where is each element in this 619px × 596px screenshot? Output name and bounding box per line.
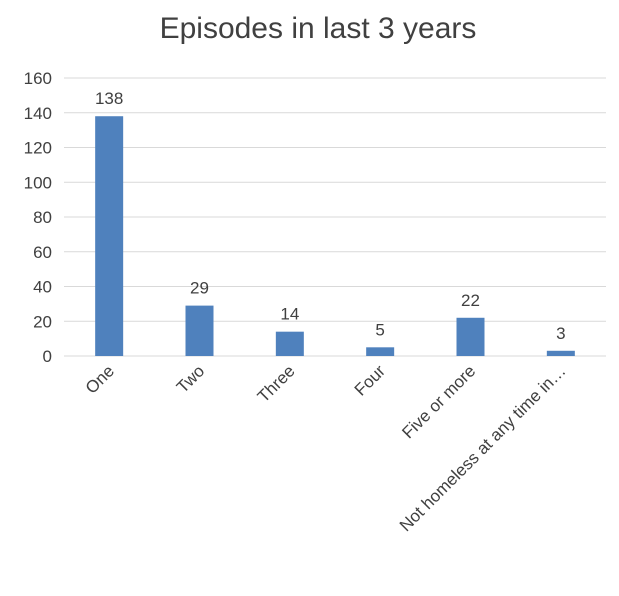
x-tick-label: One: [82, 361, 118, 397]
bar: [95, 116, 124, 356]
y-tick-label: 80: [33, 208, 52, 227]
bar: [366, 347, 395, 356]
bar: [275, 331, 304, 356]
y-tick-label: 40: [33, 278, 52, 297]
x-tick-label: Four: [351, 361, 389, 399]
data-label: 14: [280, 305, 299, 324]
bar: [456, 317, 485, 356]
data-label: 3: [556, 324, 565, 343]
data-label: 29: [190, 279, 209, 298]
y-tick-label: 0: [43, 347, 52, 366]
y-tick-label: 100: [24, 173, 52, 192]
data-label: 5: [375, 320, 384, 339]
data-labels: 138 29 14 5 22 3: [95, 89, 566, 343]
y-tick-label: 160: [24, 69, 52, 88]
x-tick-label: Three: [254, 361, 299, 406]
bar: [546, 350, 575, 356]
data-label: 138: [95, 89, 123, 108]
gridlines: [64, 77, 606, 357]
y-tick-label: 120: [24, 139, 52, 158]
bar: [185, 305, 214, 356]
y-tick-label: 140: [24, 104, 52, 123]
x-tick-label: Two: [173, 361, 208, 396]
y-tick-label: 60: [33, 243, 52, 262]
y-axis-ticks: 0 20 40 60 80 100 120 140 160: [24, 69, 52, 366]
data-label: 22: [461, 291, 480, 310]
chart-title: Episodes in last 3 years: [160, 12, 477, 45]
x-tick-label: Not homeless at any time in…: [396, 361, 570, 535]
y-tick-label: 20: [33, 312, 52, 331]
x-tick-label: Five or more: [398, 361, 479, 442]
bars: [95, 116, 575, 356]
